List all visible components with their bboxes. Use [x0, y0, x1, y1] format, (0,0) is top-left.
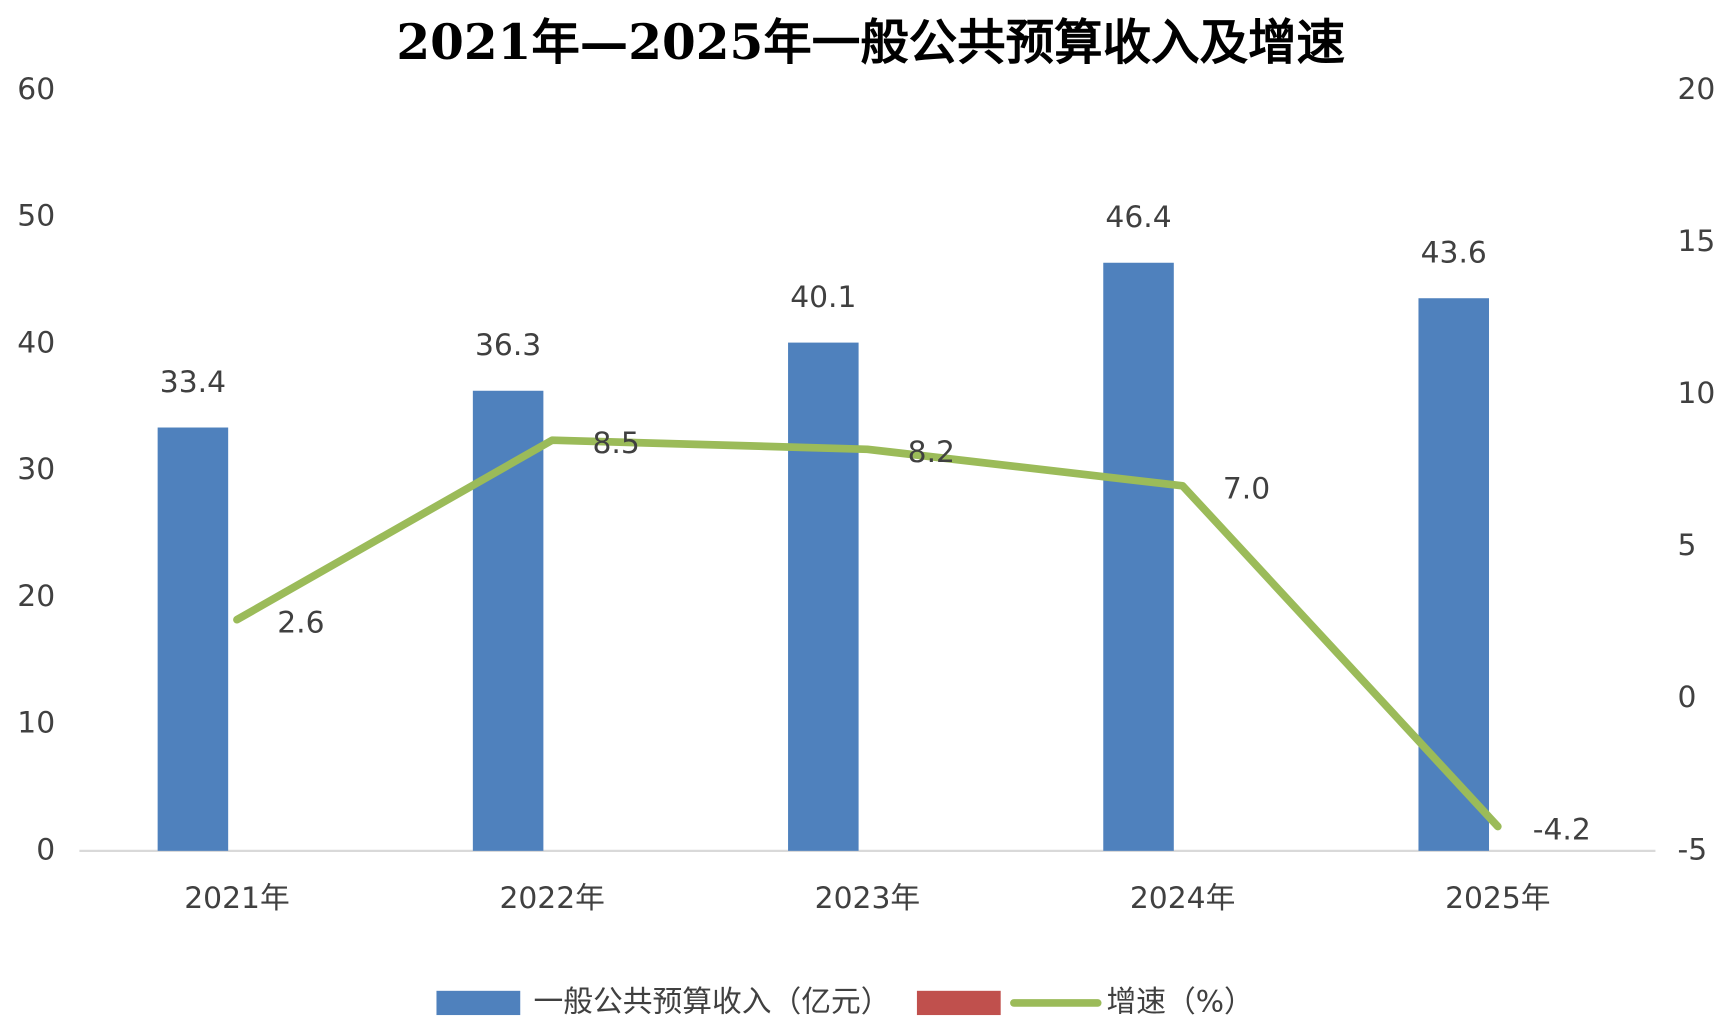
- legend-label: 增速（%）: [1106, 984, 1253, 1019]
- x-tick-label: 2021年: [184, 881, 289, 916]
- x-tick-label: 2024年: [1130, 881, 1235, 916]
- line-value-label: 8.5: [592, 426, 639, 461]
- line-value-label: 7.0: [1223, 472, 1270, 507]
- y2-tick-label: 20: [1677, 72, 1715, 107]
- legend-label: 一般公共预算收入（亿元）: [533, 984, 890, 1019]
- y2-tick-label: 0: [1677, 680, 1696, 715]
- bar: [1103, 262, 1174, 851]
- line-value-label: 2.6: [277, 606, 324, 641]
- bar: [1418, 298, 1490, 851]
- y-tick-label: 0: [36, 832, 55, 867]
- bar-value-label: 36.3: [475, 328, 541, 363]
- y-tick-label: 40: [17, 325, 55, 360]
- bar-value-label: 43.6: [1421, 236, 1487, 271]
- y-tick-label: 50: [17, 199, 55, 234]
- y2-tick-label: -5: [1677, 832, 1707, 867]
- line-value-label: 8.2: [908, 435, 955, 470]
- y2-tick-label: 10: [1677, 376, 1715, 411]
- y-tick-label: 20: [17, 579, 55, 614]
- bar: [472, 390, 544, 851]
- legend-swatch: [916, 990, 1001, 1016]
- line-value-label: -4.2: [1533, 812, 1591, 847]
- y2-tick-label: 5: [1677, 528, 1696, 563]
- y2-tick-label: 15: [1677, 224, 1715, 259]
- bar: [157, 427, 229, 851]
- legend-swatch: [436, 990, 521, 1016]
- line: [233, 436, 1502, 831]
- y-tick-label: 30: [17, 452, 55, 487]
- bar-value-label: 46.4: [1105, 200, 1171, 235]
- y-tick-label: 60: [17, 72, 55, 107]
- x-tick-label: 2025年: [1445, 881, 1550, 916]
- bar-value-label: 33.4: [160, 365, 226, 400]
- y-tick-label: 10: [17, 706, 55, 741]
- bar: [788, 342, 859, 851]
- bar-value-label: 40.1: [790, 280, 856, 315]
- x-tick-label: 2022年: [499, 881, 604, 916]
- x-tick-label: 2023年: [815, 881, 920, 916]
- chart-title: 2021年—2025年一般公共预算收入及增速: [396, 14, 1345, 71]
